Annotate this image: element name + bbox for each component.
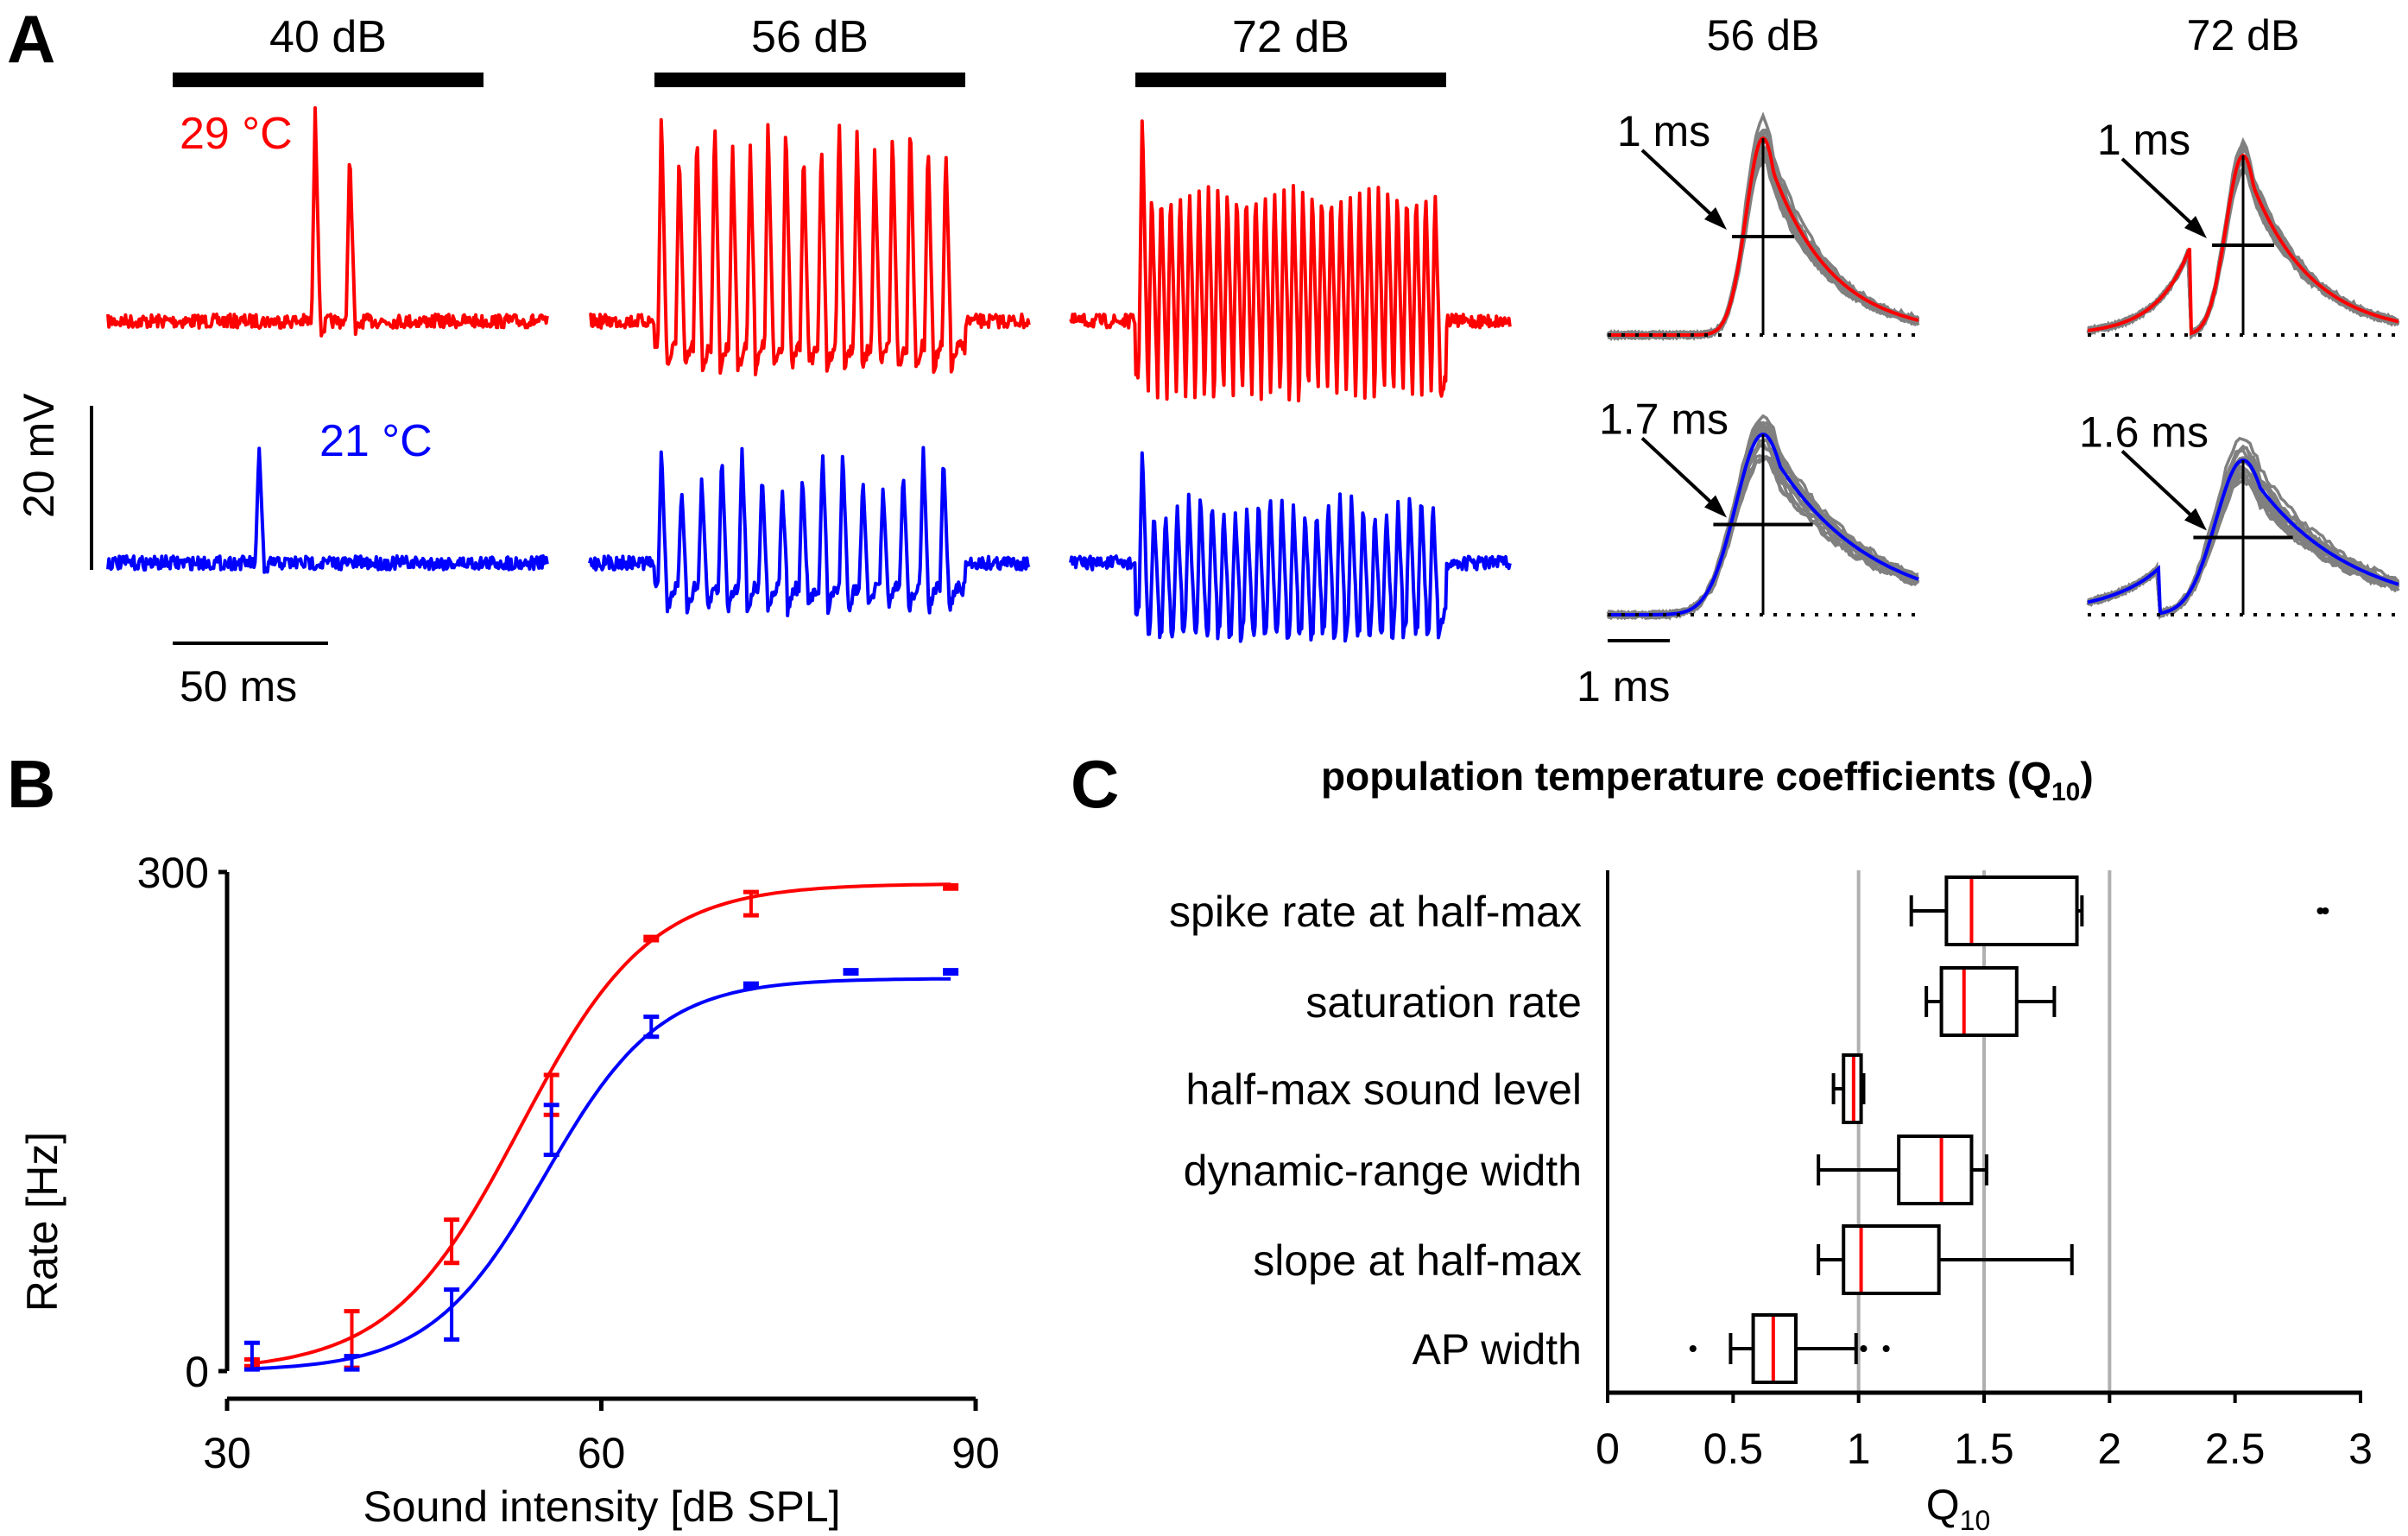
voltage-trace — [106, 446, 549, 574]
outlier-point — [1860, 1345, 1868, 1352]
box-plot — [1817, 1224, 2074, 1295]
rate-level-plot: 0 300 30 60 90 — [137, 849, 1000, 1477]
data-point — [943, 968, 959, 977]
voltage-trace — [106, 106, 549, 338]
box-plot — [1817, 1135, 1988, 1205]
c-title-end: ) — [2080, 754, 2093, 799]
c-xlabel-sub: 10 — [1960, 1505, 1991, 1536]
spike-width-label: 1.7 ms — [1599, 395, 1729, 444]
spike-waveform — [1606, 425, 1919, 620]
data-point — [643, 934, 660, 943]
panel-label-b: B — [7, 746, 55, 822]
category-label: AP width — [1413, 1325, 1582, 1374]
iqr-box — [1897, 1135, 1974, 1205]
data-point — [743, 981, 759, 989]
data-point — [543, 1103, 559, 1158]
x-tick-label: 2.5 — [2205, 1425, 2266, 1473]
spike-width-label: 1 ms — [1617, 107, 1710, 155]
category-label: half-max sound level — [1185, 1065, 1582, 1114]
spike-waveform — [1606, 420, 1919, 620]
time-scalebar-label: 50 ms — [180, 662, 297, 711]
fit-curve — [251, 977, 951, 1371]
panel-label-a: A — [7, 1, 55, 77]
temp-label-warm: 29 °C — [180, 109, 293, 159]
category-label: slope at half-max — [1253, 1236, 1582, 1285]
arrowhead-icon — [2184, 216, 2207, 238]
x-tick-label: 3 — [2348, 1425, 2373, 1473]
x-tick-label: 30 — [203, 1429, 251, 1477]
stimulus-bars: 40 dB 56 dB 72 dB — [173, 12, 1446, 87]
box-plot — [1689, 1313, 1890, 1384]
data-point — [444, 1217, 460, 1266]
x-tick-label: 60 — [578, 1429, 626, 1477]
data-point — [344, 1354, 360, 1372]
panel-label-c: C — [1071, 746, 1119, 822]
data-point — [743, 889, 759, 918]
temp-label-cold: 21 °C — [319, 416, 433, 466]
spike-shape-panels: 56 dB 1 ms 1.7 ms 72 dB 1 ms 1.6 ms — [1599, 11, 2400, 621]
outlier-point — [1882, 1345, 1890, 1352]
x-tick-label: 2 — [2097, 1425, 2121, 1473]
data-point — [243, 1340, 260, 1372]
x-tick-label: 0 — [1596, 1425, 1620, 1473]
stimulus-bar — [173, 73, 483, 87]
spike-width-label: 1 ms — [2097, 116, 2190, 164]
box-plot — [1909, 875, 2329, 946]
spike-waveform — [2087, 444, 2399, 619]
c-title: population temperature coefficients (Q10… — [1321, 754, 2094, 806]
arrowhead-icon — [1704, 495, 1727, 518]
iqr-box — [1944, 875, 2079, 946]
category-label: saturation rate — [1305, 978, 1582, 1027]
c-xlabel-main: Q — [1926, 1481, 1960, 1529]
outlier-point — [2316, 907, 2324, 914]
x-tick-label: 0.5 — [1703, 1425, 1764, 1473]
b-ylabel: Rate [Hz] — [18, 1132, 66, 1312]
data-point — [444, 1287, 460, 1342]
arrowhead-icon — [2184, 508, 2207, 531]
voltage-scalebar-label: 20 mV — [15, 393, 63, 518]
arrow-icon — [1640, 149, 1720, 223]
y-tick-label: 300 — [137, 849, 209, 897]
voltage-trace — [588, 117, 1031, 376]
spike-level-label: 72 dB — [2187, 11, 2300, 60]
data-point — [643, 1015, 660, 1040]
outlier-point — [1689, 1345, 1697, 1352]
category-label: spike rate at half-max — [1169, 888, 1582, 936]
arrow-icon — [2120, 450, 2200, 523]
voltage-trace — [1069, 119, 1512, 403]
c-title-main: population temperature coefficients (Q — [1321, 754, 2051, 799]
iqr-box — [1842, 1224, 1941, 1295]
data-point — [943, 882, 959, 891]
spike-time-scalebar-label: 1 ms — [1577, 662, 1670, 711]
arrowhead-icon — [1704, 207, 1727, 230]
outlier-point — [2322, 907, 2329, 914]
data-point — [843, 968, 859, 977]
arrow-icon — [1640, 437, 1720, 510]
voltage-trace — [1069, 451, 1512, 643]
stimulus-level-label: 72 dB — [1232, 12, 1349, 62]
y-tick-label: 0 — [185, 1348, 209, 1396]
c-title-sub: 10 — [2051, 778, 2080, 806]
spike-level-label: 56 dB — [1707, 11, 1820, 60]
box-plot — [1831, 1053, 1866, 1124]
spike-width-label: 1.6 ms — [2079, 408, 2209, 457]
box-plot — [1925, 966, 2057, 1037]
category-label: dynamic-range width — [1184, 1147, 1582, 1195]
b-xlabel: Sound intensity [dB SPL] — [363, 1482, 840, 1531]
x-tick-label: 1.5 — [1954, 1425, 2014, 1473]
fit-curve — [251, 882, 951, 1366]
voltage-trace — [588, 446, 1031, 617]
iqr-box — [1939, 966, 2019, 1037]
stimulus-level-label: 56 dB — [751, 12, 869, 62]
c-xlabel: Q10 — [1926, 1481, 1991, 1536]
q10-boxplot: 0 0.5 1 1.5 2 2.5 3 spike rate at half-max satur… — [1169, 870, 2373, 1473]
x-tick-label: 1 — [1847, 1425, 1871, 1473]
stimulus-level-label: 40 dB — [269, 12, 387, 62]
stimulus-bar — [1135, 73, 1446, 87]
x-tick-label: 90 — [951, 1429, 1000, 1477]
arrow-icon — [2120, 157, 2200, 231]
voltage-traces — [106, 106, 1512, 643]
stimulus-bar — [654, 73, 965, 87]
